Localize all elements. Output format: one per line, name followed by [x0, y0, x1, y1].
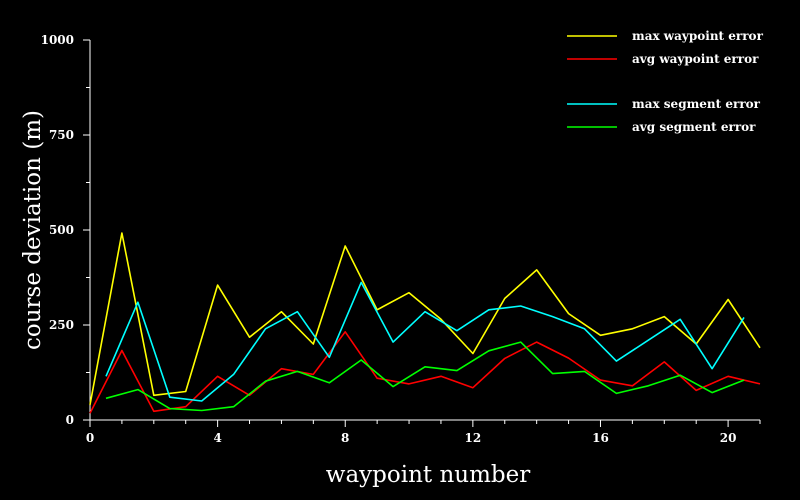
y-tick-label: 500	[49, 223, 74, 237]
legend-label: avg waypoint error	[632, 52, 759, 66]
y-tick-label: 250	[49, 318, 74, 332]
legend-label: max segment error	[632, 97, 761, 111]
legend-label: max waypoint error	[632, 29, 764, 43]
x-tick-label: 12	[465, 431, 482, 445]
series-lines	[89, 232, 761, 414]
x-axis-title: waypoint number	[326, 462, 530, 488]
x-tick-label: 20	[720, 431, 737, 445]
y-tick-label: 750	[49, 128, 74, 142]
legend-label: avg segment error	[632, 120, 756, 134]
x-tick-label: 0	[86, 431, 94, 445]
y-axis-title: course deviation (m)	[20, 110, 46, 350]
x-tick-label: 4	[213, 431, 221, 445]
legend: max waypoint error avg waypoint error max …	[567, 29, 764, 134]
series-line-max-waypoint-error	[89, 232, 761, 405]
y-tick-label: 1000	[41, 33, 74, 47]
y-tick-label: 0	[66, 413, 74, 427]
x-tick-label: 16	[592, 431, 609, 445]
x-tick-label: 8	[341, 431, 349, 445]
axes: 0 4 8 12 16 20 0 250 500 750 1000	[41, 33, 761, 445]
series-line-max-segment-error	[105, 281, 745, 402]
series-line-avg-segment-error	[105, 341, 745, 412]
series-line-avg-waypoint-error	[89, 330, 761, 414]
